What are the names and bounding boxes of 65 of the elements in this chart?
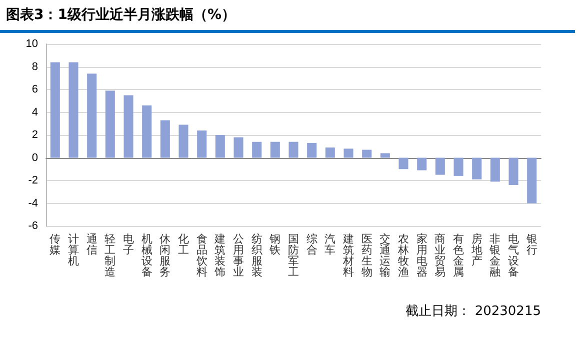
bar bbox=[178, 124, 188, 158]
bar bbox=[142, 105, 152, 158]
bar bbox=[124, 95, 134, 158]
x-tick-label: 传媒 bbox=[50, 234, 61, 256]
x-tick-label: 电气设备 bbox=[508, 232, 519, 278]
y-tick-label: -4 bbox=[28, 197, 38, 210]
bar bbox=[160, 120, 170, 158]
bar bbox=[325, 148, 335, 158]
y-tick-label: 4 bbox=[32, 106, 38, 118]
x-tick-label: 机械设备 bbox=[141, 234, 152, 278]
x-tick-label: 国防军工 bbox=[288, 234, 299, 278]
bar bbox=[288, 142, 298, 158]
bar bbox=[270, 142, 280, 158]
x-tick-label: 计算机 bbox=[68, 232, 79, 268]
x-tick-label: 建筑材料 bbox=[342, 232, 354, 278]
bar bbox=[68, 62, 78, 158]
x-tick-label: 商业贸易 bbox=[434, 232, 446, 278]
bar bbox=[454, 158, 464, 176]
x-tick-label: 有色金属 bbox=[453, 234, 464, 278]
y-tick-label: 10 bbox=[26, 38, 38, 50]
bar bbox=[252, 142, 262, 158]
y-tick-label: -2 bbox=[28, 174, 38, 186]
bar bbox=[527, 158, 537, 204]
bar bbox=[105, 90, 115, 158]
x-tick-label: 交通运输 bbox=[380, 232, 391, 278]
x-tick-label: 休闲服务 bbox=[160, 234, 171, 278]
x-tick-label: 食品饮料 bbox=[195, 234, 208, 278]
bar bbox=[472, 158, 482, 180]
bar bbox=[87, 74, 97, 158]
bar bbox=[307, 142, 317, 158]
bar bbox=[490, 158, 500, 182]
x-tick-label: 钢铁 bbox=[268, 234, 281, 256]
y-tick-label: 6 bbox=[32, 84, 38, 96]
y-tick-label: -6 bbox=[28, 220, 38, 232]
x-tick-label: 家用电器 bbox=[416, 232, 428, 278]
bar bbox=[417, 158, 427, 170]
bar bbox=[344, 148, 354, 158]
y-tick-label: 8 bbox=[32, 60, 38, 73]
x-tick-label: 银行 bbox=[525, 234, 538, 256]
x-tick-label: 房地产 bbox=[470, 232, 482, 268]
bar bbox=[380, 153, 390, 158]
bar bbox=[508, 158, 518, 186]
x-tick-label: 非银金融 bbox=[488, 232, 501, 278]
x-tick-label: 综合 bbox=[306, 232, 318, 256]
y-tick-label: 2 bbox=[32, 129, 38, 141]
x-tick-label: 电子 bbox=[123, 232, 134, 256]
bar bbox=[362, 150, 372, 158]
bar bbox=[398, 158, 408, 170]
chart-title: 图表3：1级行业近半月涨跌幅（%） bbox=[6, 6, 236, 24]
x-tick-label: 纺织服装 bbox=[251, 232, 262, 278]
x-tick-label: 建筑装饰 bbox=[214, 232, 226, 278]
y-tick-label: 0 bbox=[32, 152, 38, 164]
x-tick-label: 化工 bbox=[178, 234, 189, 256]
x-tick-label: 农林牧渔 bbox=[397, 234, 409, 278]
bar bbox=[50, 62, 60, 158]
bar bbox=[435, 158, 445, 175]
x-tick-label: 医药生物 bbox=[361, 234, 372, 278]
bar bbox=[197, 130, 207, 158]
x-tick-label: 汽车 bbox=[324, 234, 336, 256]
text: 截止日期： 20230215 bbox=[406, 303, 541, 320]
bar bbox=[215, 135, 225, 158]
x-tick-label: 公用事业 bbox=[233, 234, 244, 278]
x-tick-label: 轻工制造 bbox=[104, 234, 116, 278]
bar bbox=[234, 137, 244, 158]
x-tick-label: 通信 bbox=[86, 232, 98, 256]
